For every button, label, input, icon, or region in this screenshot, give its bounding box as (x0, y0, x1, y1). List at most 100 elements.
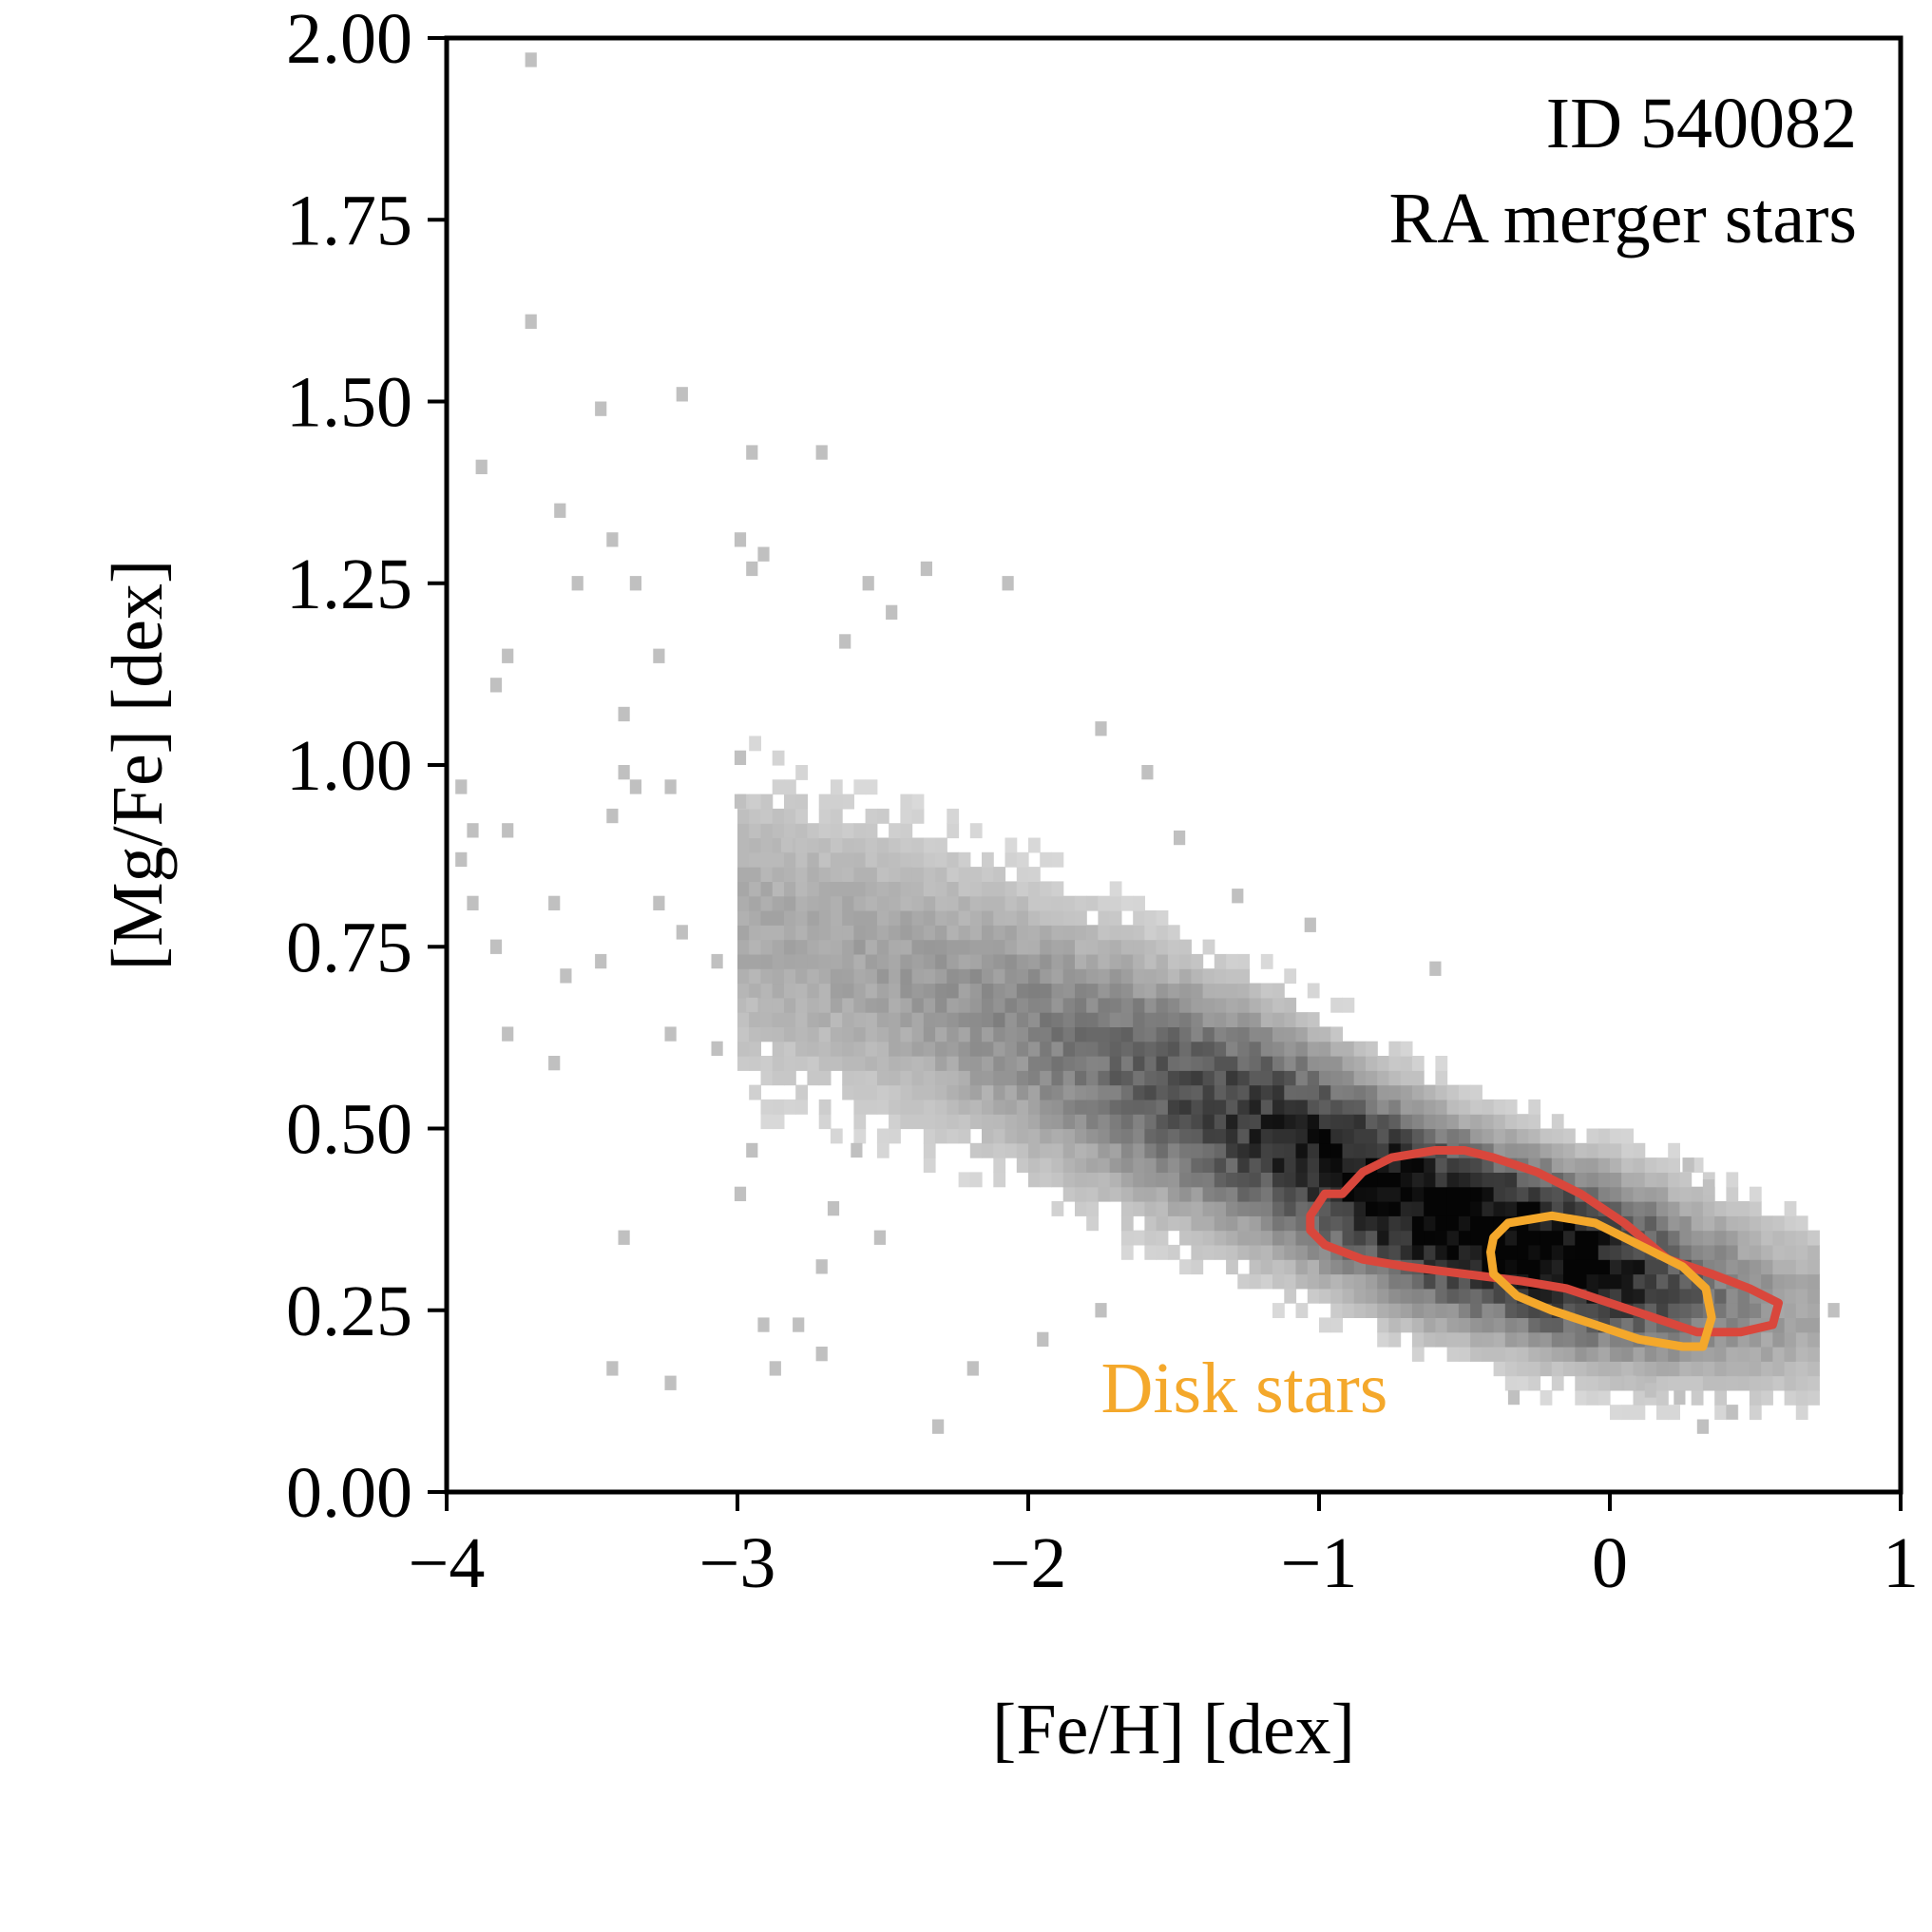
heatmap-cell (784, 823, 796, 839)
heatmap-cell (1563, 1142, 1576, 1158)
heatmap-cell (1004, 851, 1018, 868)
heatmap-cell (1424, 1172, 1436, 1188)
heatmap-cell (1633, 1405, 1646, 1421)
heatmap-cell (1075, 997, 1087, 1013)
heatmap-cell (1679, 1375, 1693, 1391)
outlier-point (734, 532, 747, 547)
heatmap-cell (1284, 1026, 1297, 1043)
heatmap-cell (1597, 1273, 1611, 1290)
heatmap-cell (1179, 1142, 1192, 1158)
heatmap-cell (1295, 1259, 1309, 1275)
heatmap-cell (1075, 1201, 1087, 1216)
outlier-point (1174, 830, 1186, 846)
heatmap-cell (876, 1128, 889, 1144)
heatmap-cell (969, 953, 983, 969)
heatmap-cell (1051, 851, 1064, 868)
heatmap-cell (818, 823, 832, 839)
heatmap-cell (1226, 1142, 1238, 1158)
heatmap-cell (1610, 1405, 1622, 1421)
heatmap-cell (1749, 1201, 1762, 1216)
heatmap-cell (1307, 1026, 1320, 1043)
y-tick-label: 0.75 (286, 908, 412, 987)
heatmap-cell (1202, 1041, 1215, 1057)
heatmap-cell (1179, 1041, 1192, 1057)
heatmap-cell (1214, 1215, 1227, 1232)
heatmap-cell (1284, 1099, 1297, 1115)
heatmap-cell (1388, 1186, 1402, 1202)
heatmap-cell (1470, 1157, 1482, 1173)
heatmap-cell (1795, 1361, 1808, 1377)
heatmap-cell (1191, 1259, 1204, 1275)
heatmap-cell (1691, 1389, 1704, 1406)
heatmap-cell (1109, 953, 1122, 969)
heatmap-cell (1621, 1172, 1634, 1188)
heatmap-cell (993, 953, 1006, 969)
outlier-point (676, 387, 688, 402)
heatmap-cell (1749, 1361, 1762, 1377)
heatmap-cell (1482, 1303, 1495, 1318)
outlier-point (711, 1041, 723, 1056)
heatmap-cell (1179, 1056, 1192, 1071)
heatmap-cell (1446, 1347, 1460, 1362)
heatmap-cell (1167, 1186, 1180, 1202)
heatmap-cell (818, 1041, 832, 1057)
heatmap-cell (1400, 1128, 1413, 1144)
heatmap-cell (1016, 910, 1029, 926)
y-tick-label: 0.00 (286, 1453, 412, 1533)
heatmap-cell (876, 808, 889, 824)
heatmap-cell (1284, 1084, 1297, 1100)
heatmap-cell (842, 1084, 854, 1100)
heatmap-cell (911, 910, 925, 926)
heatmap-cell (1040, 1099, 1052, 1115)
heatmap-cell (947, 983, 960, 999)
heatmap-cell (1691, 1157, 1704, 1173)
heatmap-cell (1191, 983, 1204, 999)
heatmap-cell (760, 895, 774, 911)
heatmap-cell (1295, 1056, 1309, 1071)
heatmap-cell (1517, 1142, 1529, 1158)
heatmap-cell (1051, 1114, 1064, 1130)
heatmap-cell (1284, 1041, 1297, 1057)
heatmap-cell (1004, 881, 1018, 897)
heatmap-cell (1086, 1084, 1099, 1100)
heatmap-cell (807, 851, 820, 868)
heatmap-cell (795, 895, 808, 911)
heatmap-cell (1191, 1084, 1204, 1100)
heatmap-cell (876, 1012, 889, 1027)
heatmap-cell (1517, 1128, 1529, 1144)
heatmap-cell (1528, 1230, 1541, 1246)
heatmap-cell (1575, 1375, 1588, 1391)
heatmap-cell (982, 1142, 994, 1158)
heatmap-cell (1610, 1259, 1622, 1275)
heatmap-cell (853, 1099, 867, 1115)
heatmap-cell (1237, 1099, 1251, 1115)
heatmap-cell (1528, 1361, 1541, 1377)
heatmap-cell (1109, 1099, 1122, 1115)
heatmap-cell (993, 1142, 1006, 1158)
heatmap-cell (1319, 1273, 1331, 1290)
heatmap-cell (1086, 1201, 1099, 1216)
heatmap-cell (900, 808, 913, 824)
heatmap-cell (1179, 1099, 1192, 1115)
outlier-point (548, 895, 561, 910)
heatmap-cell (1179, 939, 1192, 955)
heatmap-cell (1179, 1215, 1192, 1232)
heatmap-cell (1377, 1273, 1389, 1290)
heatmap-cell (935, 851, 947, 868)
heatmap-cell (1586, 1273, 1599, 1290)
heatmap-cell (1644, 1259, 1657, 1275)
heatmap-cell (865, 1099, 878, 1115)
heatmap-cell (795, 1041, 808, 1057)
heatmap-cell (784, 910, 796, 926)
heatmap-cell (1120, 1128, 1134, 1144)
heatmap-cell (1808, 1331, 1820, 1348)
heatmap-cell (1749, 1259, 1762, 1275)
heatmap-cell (947, 851, 960, 868)
heatmap-cell (1260, 1012, 1273, 1027)
heatmap-cell (1411, 1201, 1425, 1216)
heatmap-cell (1377, 1084, 1389, 1100)
heatmap-cell (1737, 1303, 1750, 1318)
heatmap-cell (1237, 1230, 1251, 1246)
heatmap-cell (1295, 1142, 1309, 1158)
heatmap-cell (784, 867, 796, 882)
